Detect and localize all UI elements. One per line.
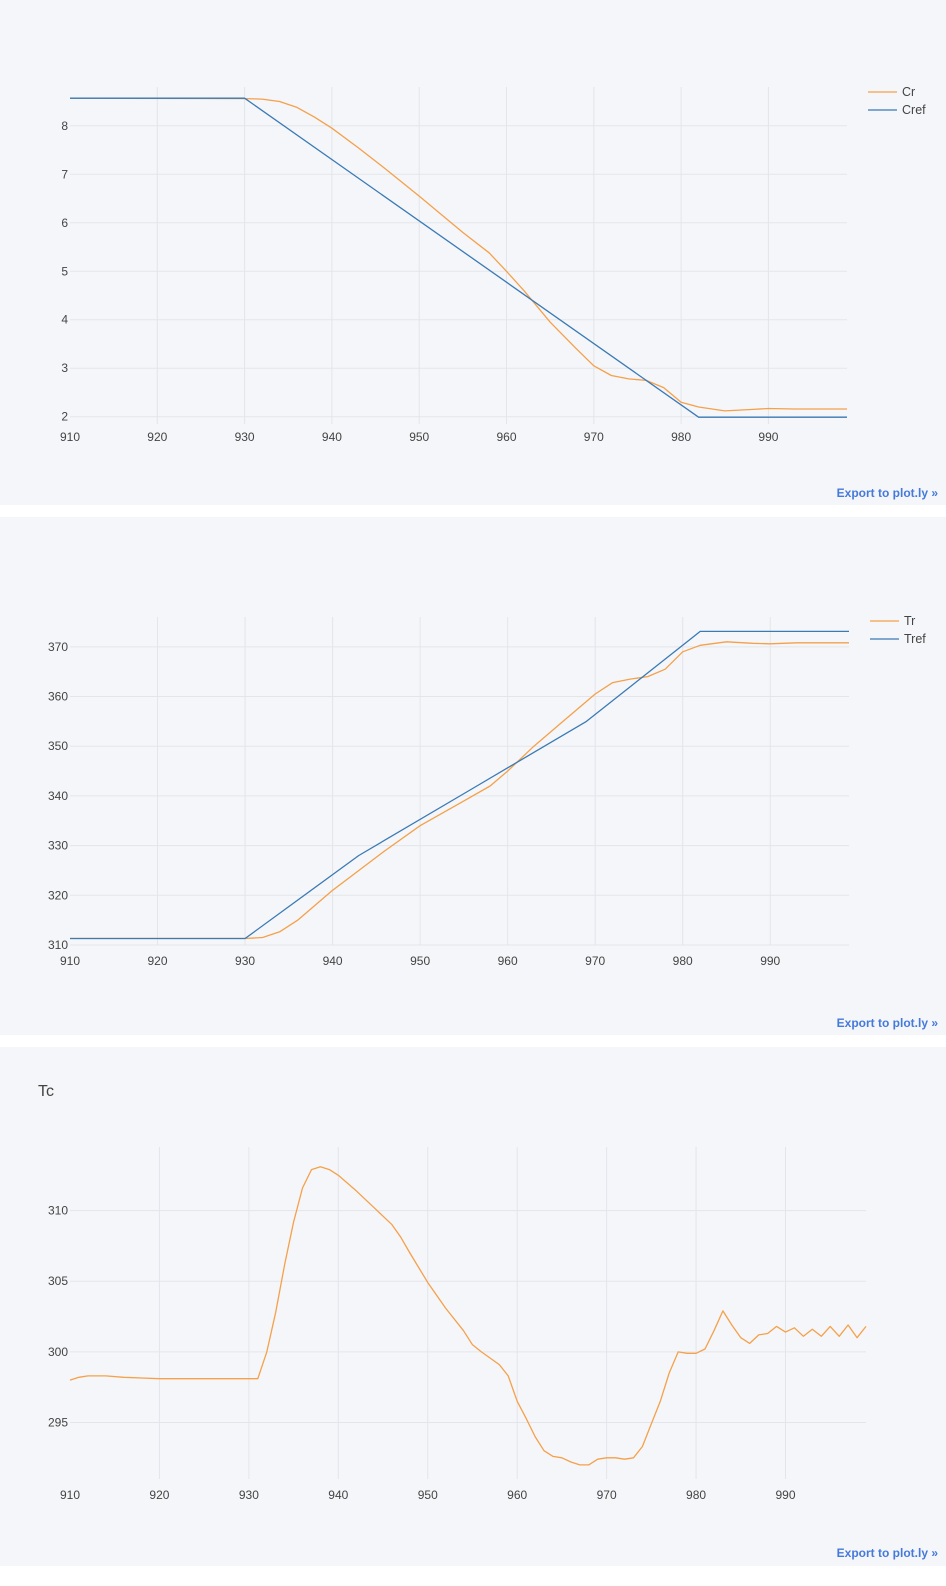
- x-tick-label: 980: [673, 954, 693, 968]
- chart-panel-2: 910 920 930 940 950 960 970 980 990 310 320 330 340 3…: [0, 517, 946, 1035]
- y-tick-label: 6: [61, 216, 68, 230]
- y-tick-label: 295: [48, 1415, 68, 1429]
- y-tick-label: 360: [48, 690, 68, 704]
- x-tick-label: 960: [507, 1488, 527, 1502]
- chart-panel-3: Tc 910 920 930 940 950 960 970 980 990 295 300 305 31…: [0, 1047, 946, 1566]
- series-line-cr: [69, 97, 847, 412]
- y-tick-label: 310: [48, 1204, 68, 1218]
- series-line-cref: [70, 97, 847, 418]
- y-tick-label: 370: [48, 640, 68, 654]
- series-line-tr: [70, 641, 849, 940]
- legend-item-cref[interactable]: Cref: [902, 103, 926, 117]
- y-tick-label: 8: [61, 119, 68, 133]
- x-tick-label: 940: [322, 430, 342, 444]
- x-tick-label: 990: [760, 954, 780, 968]
- legend-item-tref[interactable]: Tref: [904, 632, 926, 646]
- x-tick-label: 970: [585, 954, 605, 968]
- x-tick-label: 940: [328, 1488, 348, 1502]
- chart-svg-tc: Tc 910 920 930 940 950 960 970 980 990 295 300 305 31…: [38, 1083, 867, 1502]
- y-tick-label: 340: [48, 789, 68, 803]
- x-tick-label: 970: [597, 1488, 617, 1502]
- x-tick-label: 920: [147, 430, 167, 444]
- x-tick-label: 950: [409, 430, 429, 444]
- x-tick-label: 930: [235, 954, 255, 968]
- x-tick-label: 940: [323, 954, 343, 968]
- x-tick-label: 980: [671, 430, 691, 444]
- x-tick-label: 920: [149, 1488, 169, 1502]
- x-tick-label: 950: [410, 954, 430, 968]
- export-to-plotly-link[interactable]: Export to plot.ly »: [836, 1546, 938, 1560]
- x-tick-label: 960: [497, 430, 517, 444]
- x-tick-label: 980: [686, 1488, 706, 1502]
- y-tick-label: 350: [48, 739, 68, 753]
- export-to-plotly-link[interactable]: Export to plot.ly »: [836, 486, 938, 500]
- chart-svg-tr: 910 920 930 940 950 960 970 980 990 310 320 330 340 3…: [48, 614, 926, 968]
- x-tick-label: 990: [775, 1488, 795, 1502]
- x-tick-label: 950: [418, 1488, 438, 1502]
- x-tick-label: 910: [60, 954, 80, 968]
- y-tick-label: 4: [61, 313, 68, 327]
- x-tick-label: 920: [148, 954, 168, 968]
- series-line-tc: [69, 1166, 867, 1466]
- x-tick-label: 930: [235, 430, 255, 444]
- y-tick-label: 5: [61, 264, 68, 278]
- chart-panel-1: 910 920 930 940 950 960 970 980 990 2 3 4 5 6 7 8 Cr Cref…: [0, 0, 946, 505]
- y-tick-label: 320: [48, 888, 68, 902]
- series-line-tref: [70, 630, 849, 940]
- chart-title: Tc: [38, 1083, 54, 1100]
- x-tick-label: 910: [60, 430, 80, 444]
- x-tick-label: 960: [498, 954, 518, 968]
- x-tick-label: 930: [239, 1488, 259, 1502]
- y-tick-label: 3: [61, 361, 68, 375]
- legend-item-cr[interactable]: Cr: [902, 85, 915, 99]
- y-tick-label: 2: [61, 410, 68, 424]
- y-tick-label: 305: [48, 1274, 68, 1288]
- legend-item-tr[interactable]: Tr: [904, 614, 915, 628]
- chart-svg-cr: 910 920 930 940 950 960 970 980 990 2 3 4 5 6 7 8 Cr Cref: [60, 85, 926, 444]
- export-to-plotly-link[interactable]: Export to plot.ly »: [836, 1016, 938, 1030]
- y-tick-label: 330: [48, 839, 68, 853]
- y-tick-label: 310: [48, 938, 68, 952]
- y-tick-label: 7: [61, 167, 68, 181]
- x-tick-label: 970: [584, 430, 604, 444]
- y-tick-label: 300: [48, 1345, 68, 1359]
- x-tick-label: 910: [60, 1488, 80, 1502]
- x-tick-label: 990: [758, 430, 778, 444]
